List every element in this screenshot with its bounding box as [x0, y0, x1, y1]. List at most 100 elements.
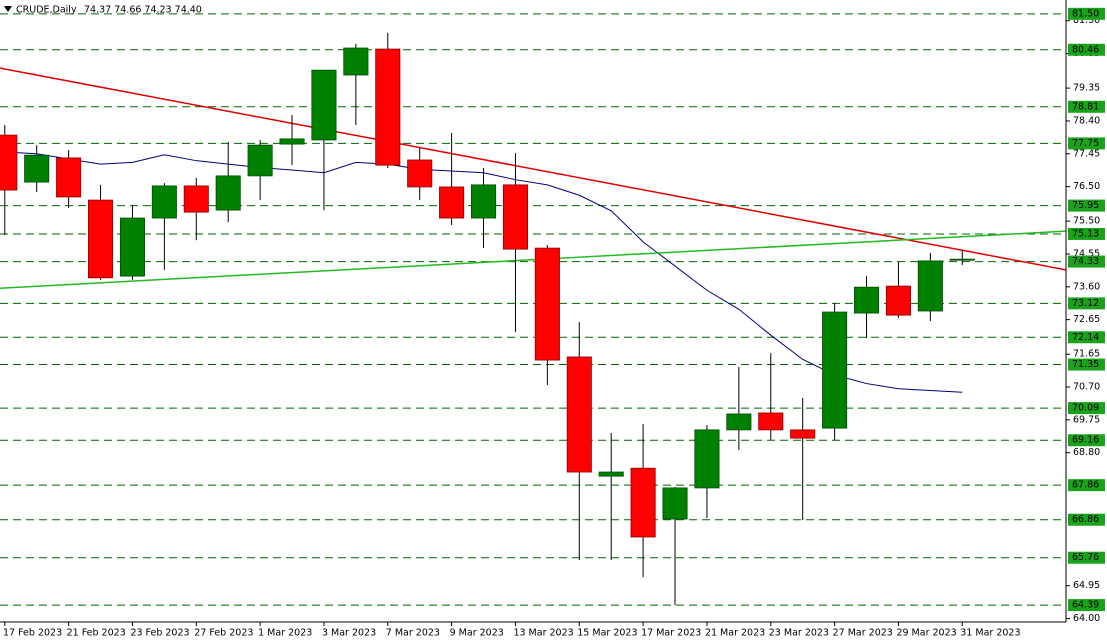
level-label: 77.75: [1072, 138, 1099, 149]
candle-body: [662, 487, 688, 520]
candle-body: [407, 159, 433, 188]
level-label-box: [1068, 513, 1105, 526]
candle-body: [630, 467, 656, 538]
candle-body: [311, 69, 337, 141]
candle-body: [822, 311, 848, 429]
level-label: 78.81: [1072, 101, 1099, 112]
y-tick-label: 68.80: [1073, 447, 1100, 458]
level-label: 72.14: [1072, 332, 1099, 343]
candle-body: [247, 144, 273, 177]
y-tick-label: 73.60: [1073, 281, 1100, 292]
level-label-box: [1068, 43, 1105, 56]
x-tick-label: 23 Feb 2023: [130, 628, 189, 639]
level-label-box: [1068, 331, 1105, 344]
x-tick-label: 15 Mar 2023: [577, 628, 637, 639]
y-tick-label: 64.95: [1073, 580, 1100, 591]
ohlc-values: 74.37 74.66 74.23 74.40: [84, 5, 202, 16]
level-label: 80.46: [1072, 44, 1099, 55]
level-label: 69.16: [1072, 435, 1099, 446]
candle-body: [853, 286, 880, 314]
y-tick-label: 69.75: [1073, 414, 1100, 425]
x-tick-label: 17 Feb 2023: [3, 628, 62, 639]
y-tick-label: 79.35: [1073, 83, 1100, 94]
level-label-box: [1068, 7, 1105, 20]
level-label-box: [1068, 358, 1105, 371]
level-label: 66.86: [1072, 514, 1099, 525]
y-tick-label: 70.70: [1073, 382, 1100, 393]
x-tick-label: 21 Mar 2023: [705, 628, 765, 639]
x-tick-label: 3 Mar 2023: [322, 628, 376, 639]
level-label: 71.35: [1072, 359, 1099, 370]
candle-body: [790, 429, 816, 439]
trendline: [0, 230, 1066, 289]
x-tick-label: 7 Mar 2023: [386, 628, 440, 639]
x-tick-label: 17 Mar 2023: [641, 628, 701, 639]
x-tick-label: 31 Mar 2023: [960, 628, 1020, 639]
candle-body: [471, 184, 497, 219]
candle-body: [24, 154, 50, 183]
level-label: 73.12: [1072, 298, 1099, 309]
level-label-box: [1068, 434, 1105, 447]
candle-body: [566, 356, 592, 473]
level-label-box: [1068, 297, 1105, 310]
candle-body: [917, 260, 943, 312]
level-label-box: [1068, 551, 1105, 564]
level-label: 75.13: [1072, 228, 1099, 239]
y-tick-label: 71.65: [1073, 349, 1100, 360]
level-label: 81.50: [1072, 8, 1099, 19]
y-tick-label: 81.30: [1073, 15, 1100, 26]
y-tick-label: 74.55: [1073, 248, 1100, 259]
candle-body: [598, 471, 624, 477]
plot-area: [0, 13, 1066, 606]
x-tick-label: 23 Mar 2023: [769, 628, 829, 639]
candle-body: [0, 134, 18, 191]
candle-body: [88, 199, 114, 279]
candle-body: [726, 413, 752, 431]
candle-body: [375, 48, 401, 166]
level-label: 65.76: [1072, 552, 1099, 563]
candle-body: [183, 185, 209, 213]
candle-body: [534, 247, 560, 361]
y-tick-label: 78.40: [1073, 115, 1100, 126]
chart-title: CRUDE,Daily: [16, 5, 77, 16]
y-tick-label: 64.00: [1073, 613, 1100, 624]
level-label: 74.33: [1072, 256, 1099, 267]
x-tick-label: 21 Feb 2023: [67, 628, 126, 639]
candle-body: [56, 157, 82, 198]
candle-body: [758, 412, 784, 431]
level-label: 75.95: [1072, 200, 1099, 211]
x-tick-label: 27 Feb 2023: [194, 628, 253, 639]
level-label-box: [1068, 479, 1105, 492]
candle-body: [119, 217, 145, 277]
level-label-box: [1068, 599, 1105, 612]
candle-body: [151, 185, 177, 219]
level-label-box: [1068, 402, 1105, 415]
candle-body: [279, 138, 305, 145]
x-tick-label: 29 Mar 2023: [896, 628, 956, 639]
x-tick-label: 27 Mar 2023: [833, 628, 893, 639]
candle-body: [502, 184, 528, 250]
level-label-box: [1068, 255, 1105, 268]
trendline: [0, 67, 1066, 271]
candle-body: [694, 429, 720, 489]
y-tick-label: 75.50: [1073, 216, 1100, 227]
x-tick-label: 9 Mar 2023: [450, 628, 504, 639]
level-label: 70.09: [1072, 403, 1099, 414]
menu-triangle[interactable]: [4, 6, 12, 12]
y-tick-label: 77.45: [1073, 148, 1100, 159]
level-label: 64.39: [1072, 600, 1099, 611]
level-label: 67.86: [1072, 480, 1099, 491]
x-tick-label: 1 Mar 2023: [258, 628, 312, 639]
candle-body: [215, 175, 241, 211]
level-label-box: [1068, 100, 1105, 113]
candle-body: [885, 285, 911, 316]
x-tick-label: 13 Mar 2023: [513, 628, 573, 639]
level-label-box: [1068, 199, 1105, 212]
candle-body: [439, 186, 465, 219]
candle-body: [949, 258, 975, 261]
level-label-box: [1068, 227, 1105, 240]
axes: 81.3080.3579.3578.4077.4576.5075.5074.55…: [3, 7, 1105, 639]
y-tick-label: 76.50: [1073, 181, 1100, 192]
